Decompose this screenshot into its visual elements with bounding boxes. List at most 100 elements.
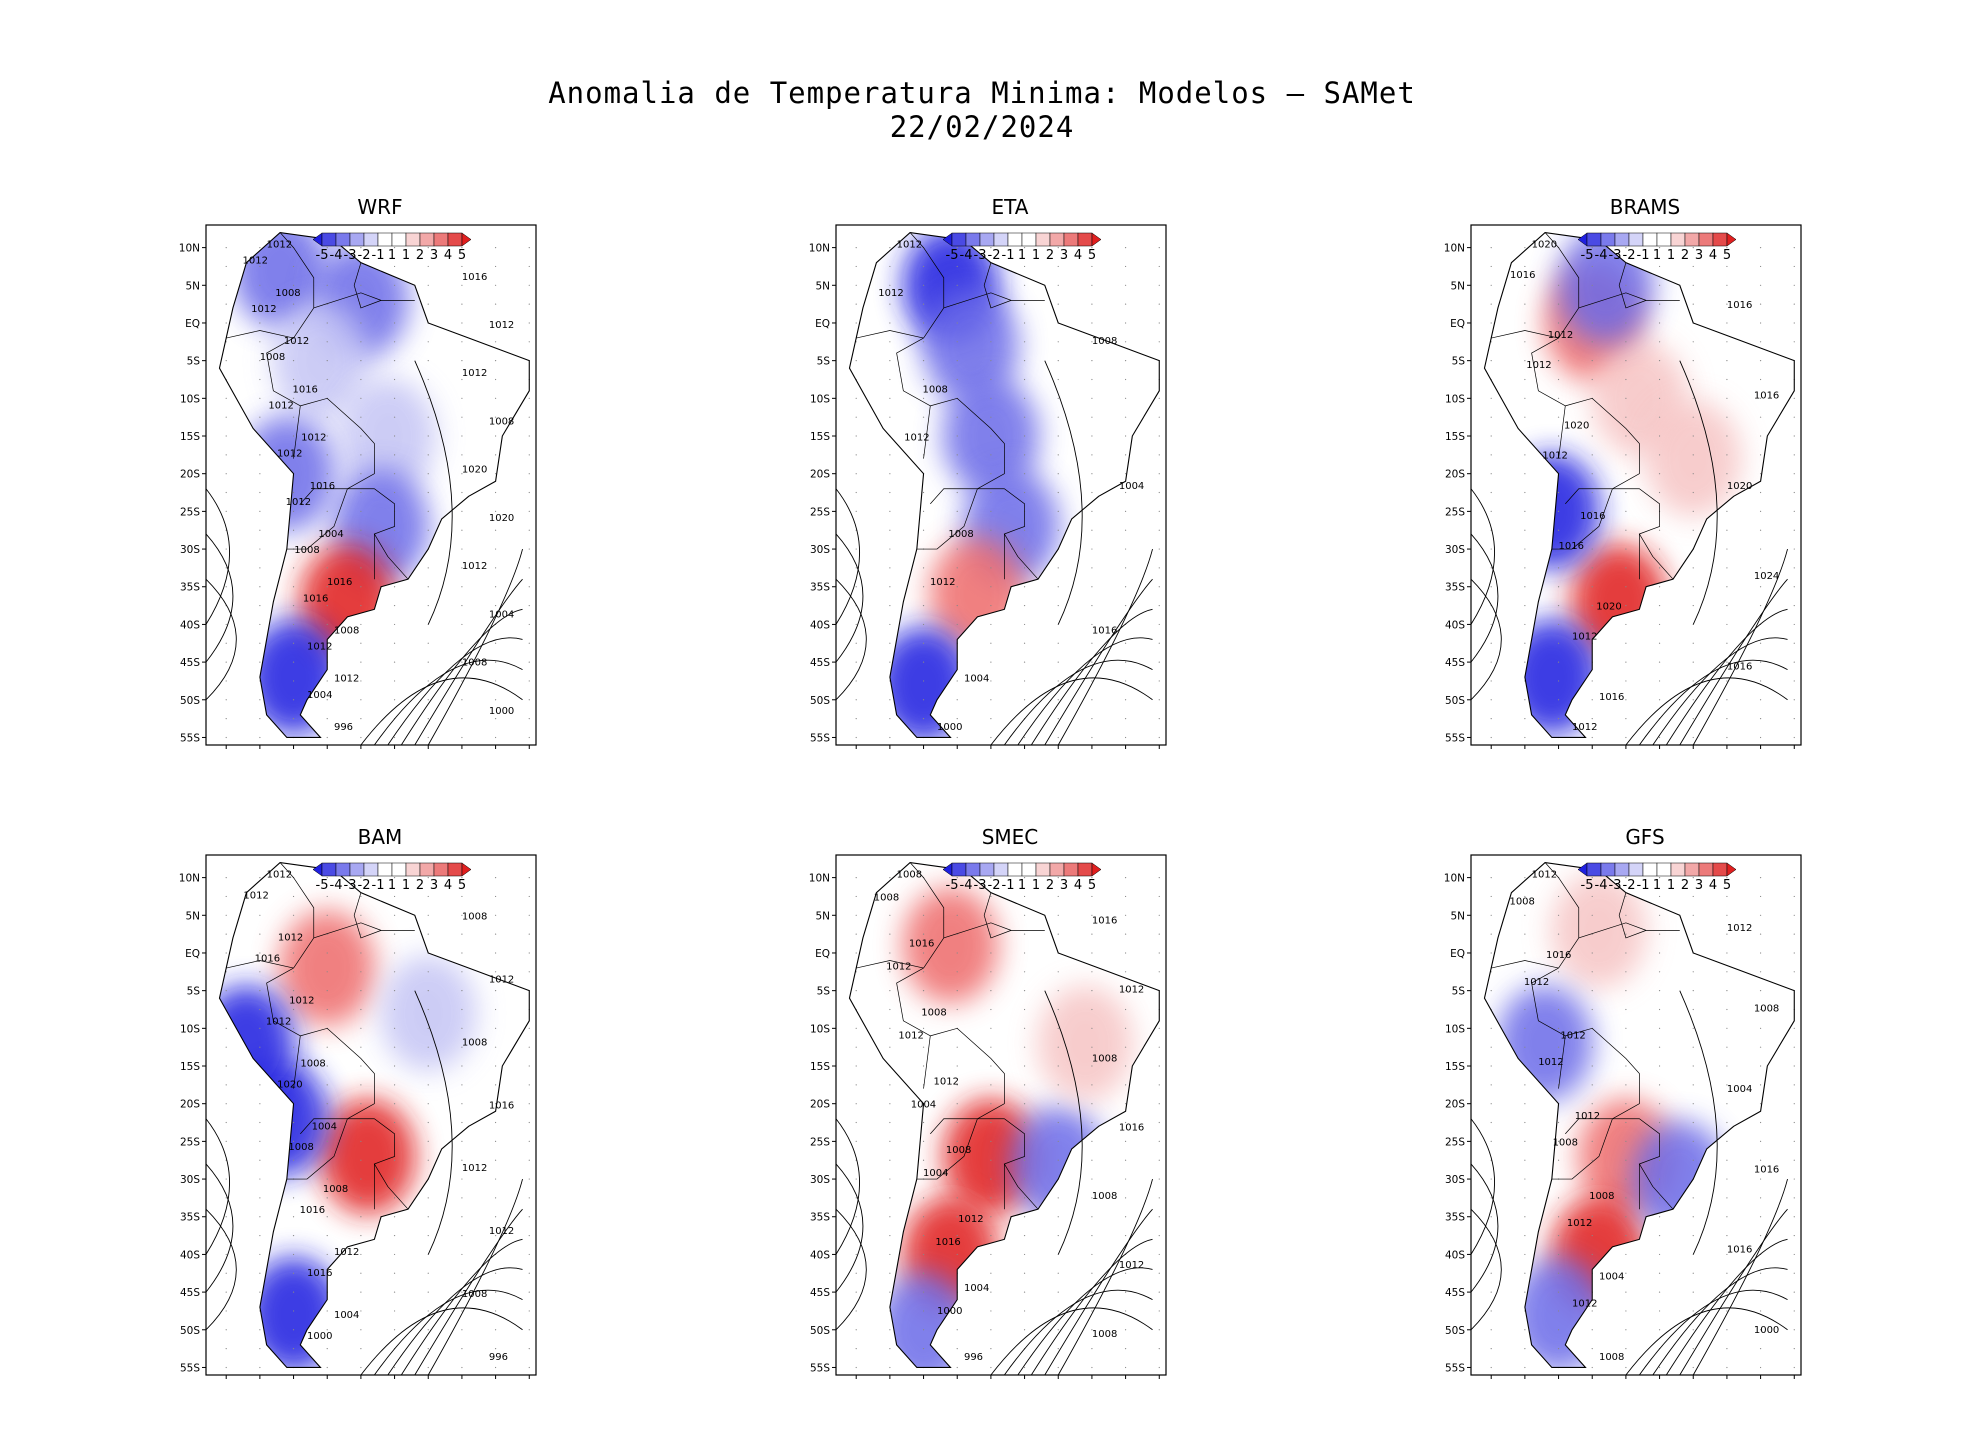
isobar-label: 1012 (266, 1016, 291, 1027)
colorbar-label: -4 (1595, 878, 1608, 893)
map-plot: 1012101210081012101610121012101210081008… (179, 854, 537, 1379)
y-tick-label: 45S (1445, 1287, 1465, 1299)
isobar-label: 1012 (886, 961, 911, 972)
isobar-label: 1012 (1119, 984, 1144, 995)
country-border (1544, 232, 1580, 308)
colorbar-label: 4 (1074, 878, 1082, 893)
isobar-line (1679, 1208, 1788, 1376)
coastline (1483, 231, 1795, 739)
y-tick-label: 50S (180, 1325, 200, 1337)
isobar-label: 1012 (904, 433, 929, 444)
y-tick-label: 10S (180, 1023, 200, 1035)
isobar-label: 1016 (327, 577, 352, 588)
isobar-line (1004, 659, 1153, 746)
country-border (1618, 262, 1647, 309)
panel-title: WRF (357, 195, 403, 219)
colorbar: -5 -4 -3 -2 -1 1 1 2 3 4 5 (942, 862, 1102, 893)
country-border (1612, 1118, 1674, 1210)
colorbar-label: 3 (1695, 878, 1703, 893)
colorbar-label: 2 (1681, 248, 1689, 263)
isobar-label: 1012 (898, 1030, 923, 1041)
isobar-line (835, 578, 867, 701)
isobar-label: 1008 (300, 1058, 325, 1069)
y-tick-label: 15S (1445, 1061, 1465, 1073)
y-tick-label: 50S (180, 695, 200, 707)
isobar-label: 1016 (1727, 300, 1752, 311)
y-tick-label: 10N (809, 873, 830, 885)
isobar-label: 1012 (1572, 722, 1597, 733)
colorbar-label: -1 (1637, 878, 1650, 893)
colorbar-label: 3 (430, 878, 438, 893)
colorbar-label: 5 (458, 248, 466, 263)
country-border (266, 337, 301, 459)
isobar-line (1625, 1307, 1788, 1376)
isobar-line (400, 1238, 523, 1376)
country-border (1565, 1027, 1640, 1120)
isobar-line (427, 1178, 523, 1376)
isobar-label: 1004 (911, 1099, 936, 1110)
country-border (353, 262, 382, 309)
isobar-label: 1012 (462, 368, 487, 379)
y-tick-label: 35S (180, 1212, 200, 1224)
country-border (300, 488, 348, 505)
isobar-line (1470, 578, 1502, 701)
country-border (1544, 862, 1580, 938)
isobar-label: 1004 (312, 1121, 337, 1132)
isobar-label: 1012 (1560, 1030, 1585, 1041)
country-border (977, 488, 1039, 580)
y-tick-label: 55S (180, 732, 200, 744)
colorbar: -5 -4 -3 -2 -1 1 1 2 3 4 5 (942, 232, 1102, 263)
isobar-label: 1012 (1119, 1260, 1144, 1271)
y-tick-label: 45S (180, 1287, 200, 1299)
country-border (856, 960, 924, 969)
country-border (286, 1118, 348, 1180)
colorbar-label: -1 (1002, 878, 1015, 893)
isobar-line (400, 608, 523, 746)
country-border (916, 488, 978, 550)
isobar-label: 1016 (909, 939, 934, 950)
y-tick-label: 5N (1450, 280, 1465, 292)
country-border (293, 922, 415, 969)
isobar-label: 1000 (1754, 1325, 1779, 1336)
country-border (300, 1118, 348, 1135)
isobar-label: 1008 (1092, 336, 1117, 347)
isobar-label: 1012 (243, 256, 268, 267)
y-tick-label: 20S (180, 1099, 200, 1111)
map-plot: 1012101210161008101210121012100810121016… (179, 224, 537, 749)
isobar-label: 1016 (307, 1268, 332, 1279)
isobar-line (1030, 608, 1153, 746)
colorbar-label: 1 (1667, 248, 1675, 263)
y-tick-label: 20S (810, 469, 830, 481)
y-tick-label: 30S (810, 544, 830, 556)
isobar-label: 1012 (243, 891, 268, 902)
y-tick-label: 35S (810, 582, 830, 594)
colorbar-label: 1 (1032, 878, 1040, 893)
isobar-label: 1020 (1727, 481, 1752, 492)
isobar-label: 1012 (1548, 330, 1573, 341)
country-border (347, 1118, 409, 1210)
isobar-label: 1016 (303, 593, 328, 604)
colorbar-label: -2 (1623, 878, 1636, 893)
isobar-label: 1008 (1589, 1191, 1614, 1202)
y-tick-label: 15S (810, 431, 830, 443)
country-border (286, 488, 348, 550)
isobar-label: 1012 (277, 449, 302, 460)
country-border (1612, 488, 1674, 580)
y-tick-label: 5S (187, 356, 201, 368)
anomaly-region (319, 1098, 416, 1215)
y-tick-label: 25S (180, 506, 200, 518)
isobar-line (414, 990, 453, 1255)
colorbar: -5 -4 -3 -2 -1 1 1 2 3 4 5 (312, 862, 472, 893)
country-border (896, 967, 931, 1089)
isobar-label: 1008 (1509, 896, 1534, 907)
colorbar-label: 3 (1060, 878, 1068, 893)
isobar-label: 1008 (275, 288, 300, 299)
country-border (347, 488, 409, 580)
isobar-label: 1016 (1754, 1164, 1779, 1175)
colorbar-label: 2 (416, 248, 424, 263)
anomaly-region (380, 955, 477, 1072)
y-tick-label: 50S (810, 695, 830, 707)
colorbar-label: 1 (1667, 878, 1675, 893)
colorbar-label: -2 (988, 878, 1001, 893)
isobar-line (1692, 548, 1788, 746)
